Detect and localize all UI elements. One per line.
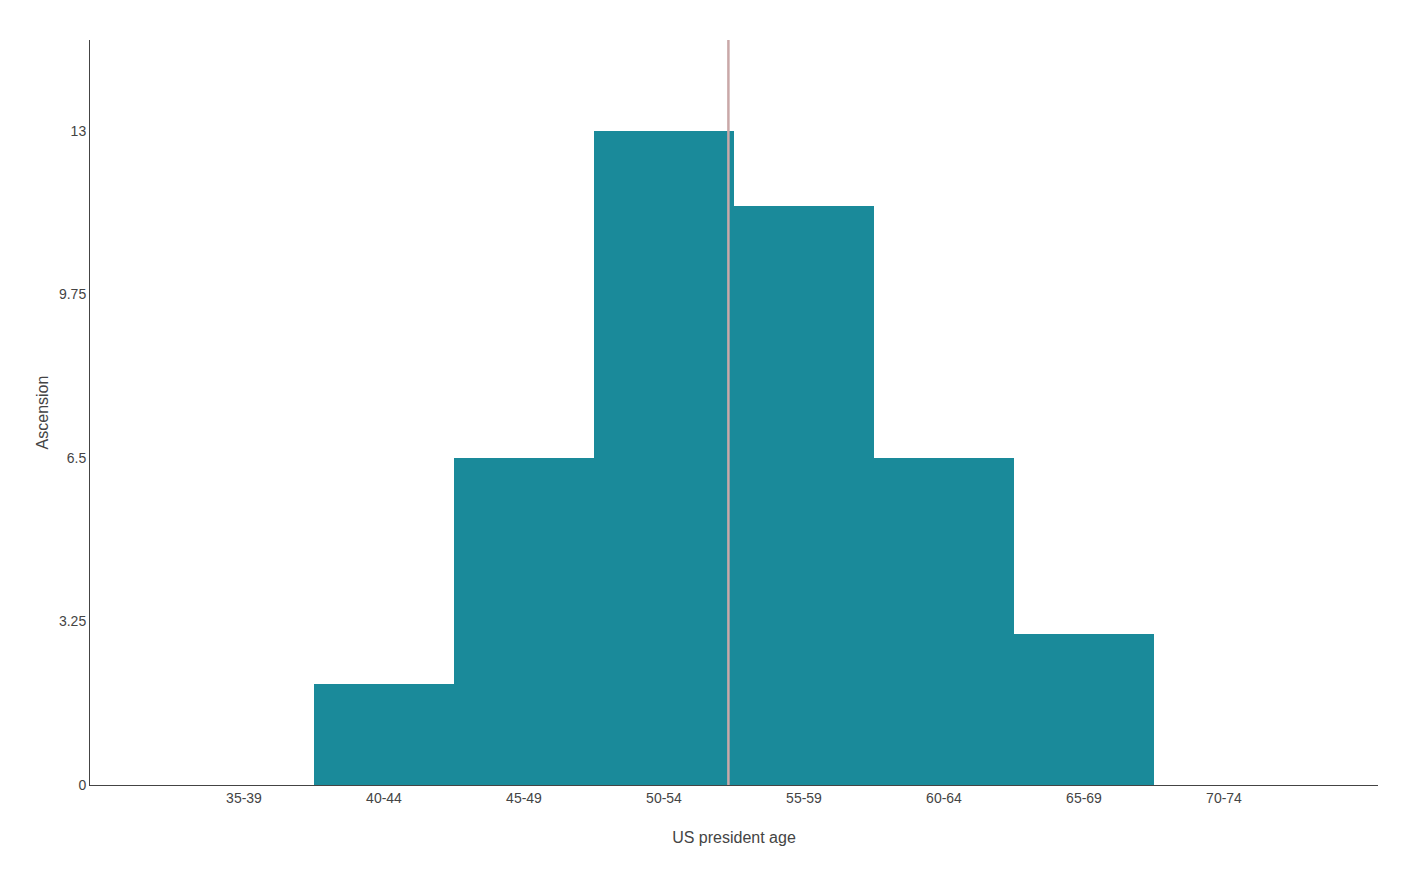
svg-text:70-74: 70-74 [1206,790,1242,806]
svg-text:13: 13 [71,123,87,139]
svg-text:65-69: 65-69 [1066,790,1102,806]
svg-text:55-59: 55-59 [786,790,822,806]
svg-text:0: 0 [78,777,86,793]
svg-text:3.25: 3.25 [59,613,86,629]
svg-text:US president age: US president age [672,829,796,846]
svg-text:45-49: 45-49 [506,790,542,806]
svg-text:6.5: 6.5 [67,450,87,466]
svg-text:35-39: 35-39 [226,790,262,806]
svg-text:60-64: 60-64 [926,790,962,806]
svg-text:50-54: 50-54 [646,790,682,806]
svg-text:40-44: 40-44 [366,790,402,806]
svg-text:9.75: 9.75 [59,286,86,302]
svg-text:Ascension: Ascension [34,376,51,450]
